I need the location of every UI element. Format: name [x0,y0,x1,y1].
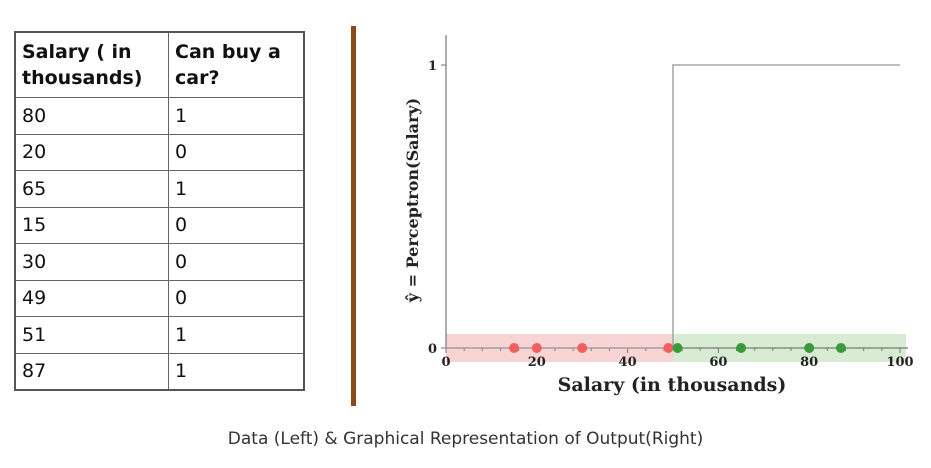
cell-salary: 87 [14,352,169,391]
cell-salary: 30 [14,243,169,281]
table-row: 49 0 [14,279,305,317]
data-point-class-0 [509,343,520,353]
table-row: 87 1 [14,352,305,391]
header-salary: Salary ( in thousands) [14,31,169,98]
cell-can-buy: 1 [168,170,305,208]
cell-salary: 15 [14,206,169,244]
table-row: 80 1 [14,97,305,135]
cell-can-buy: 0 [168,243,305,281]
cell-can-buy: 0 [168,279,305,317]
cell-salary: 20 [14,133,169,171]
table-row: 51 1 [14,316,305,354]
step-line [446,64,900,349]
table-row: 15 0 [14,206,305,244]
data-point-class-1 [804,343,815,353]
data-point-class-0 [663,343,674,353]
cell-salary: 65 [14,170,169,208]
perceptron-chart: 0 20 40 60 80 100 0 1 ŷ = Perceptron(Salary) Sa… [403,35,914,396]
data-point-class-1 [736,343,747,353]
data-point-class-1 [672,343,683,353]
figure-caption: Data (Left) & Graphical Representation o… [227,429,704,449]
salary-data-table: Salary ( in thousands) Can buy a car? 80… [14,31,305,391]
cell-can-buy: 0 [168,133,305,171]
data-point-class-0 [577,343,588,353]
cell-can-buy: 1 [168,97,305,135]
table-row: 65 1 [14,170,305,208]
x-axis-label: Salary (in thousands) [558,374,787,396]
chart-axes [441,35,908,353]
step-function [446,64,900,349]
cell-salary: 51 [14,316,169,354]
vertical-divider [351,26,356,406]
cell-salary: 80 [14,97,169,135]
header-can-buy-car: Can buy a car? [168,31,305,98]
y-axis-label: ŷ = Perceptron(Salary) [403,98,422,304]
cell-can-buy: 1 [168,316,305,354]
tick-labels: 0 20 40 60 80 100 0 1 [428,59,914,370]
cell-can-buy: 1 [168,352,305,391]
data-point-class-1 [835,343,846,353]
y-tick-label: 1 [428,59,437,74]
x-tick-label: 60 [709,355,727,370]
table-row: 20 0 [14,133,305,171]
x-tick-label: 20 [528,355,546,370]
x-tick-label: 40 [619,355,637,370]
y-tick-label: 0 [428,342,437,357]
table-header-row: Salary ( in thousands) Can buy a car? [14,31,305,98]
data-point-class-0 [531,343,542,353]
table-row: 30 0 [14,243,305,281]
x-tick-label: 0 [441,355,450,370]
x-tick-label: 80 [800,355,818,370]
cell-can-buy: 0 [168,206,305,244]
x-tick-label: 100 [886,355,913,370]
data-points [509,343,846,353]
cell-salary: 49 [14,279,169,317]
